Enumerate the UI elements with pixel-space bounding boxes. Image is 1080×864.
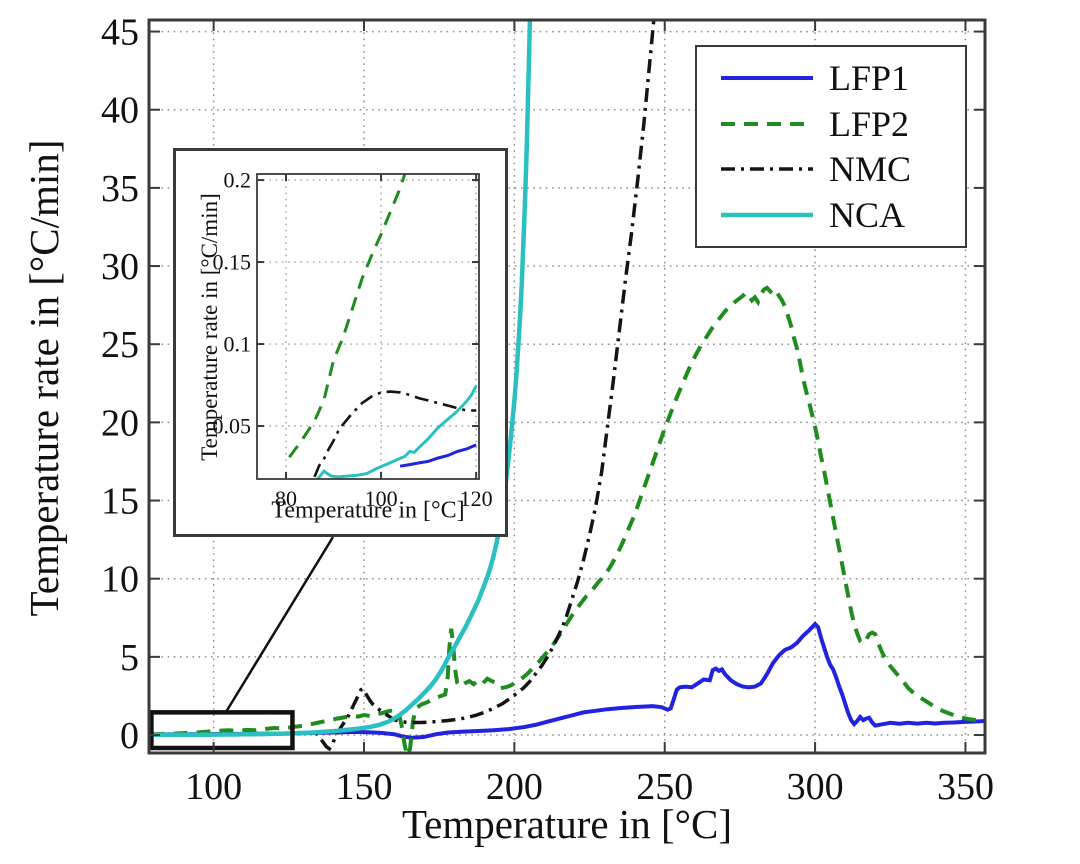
svg-text:300: 300 (787, 766, 844, 808)
inset-x-axis-label: Temperature in [°C] (271, 497, 465, 524)
svg-text:10: 10 (101, 559, 139, 601)
main-series-nca (150, 20, 533, 737)
inset-axes: 80 100 120 0.05 0.1 0.15 0.2 (213, 168, 493, 511)
main-tick-labels: 100 150 200 250 300 350 0 5 10 15 20 25 30 35 40 45 (101, 11, 994, 808)
svg-text:0: 0 (120, 715, 139, 757)
svg-text:150: 150 (336, 766, 393, 808)
main-series-lfp1 (150, 621, 985, 740)
svg-text:0.15: 0.15 (213, 250, 252, 275)
inset-series-lfp2 (288, 174, 407, 459)
x-axis-label: Temperature in [°C] (401, 801, 733, 847)
inset-y-axis-label: Temperature rate in [°C/min] (197, 193, 222, 461)
legend-line-sample-lfp1 (721, 75, 813, 80)
legend-label-lfp1: LFP1 (829, 57, 910, 98)
inset-ticks (257, 174, 479, 479)
legend-line-sample-nmc (721, 167, 813, 172)
svg-text:250: 250 (636, 766, 693, 808)
inset-series-lfp1 (399, 443, 477, 468)
inset-series (288, 174, 478, 479)
svg-text:45: 45 (101, 11, 139, 53)
inset-series-nca (315, 385, 478, 479)
svg-text:200: 200 (486, 766, 543, 808)
legend-label-nmc: NMC (829, 149, 912, 190)
svg-text:25: 25 (101, 324, 139, 366)
svg-text:5: 5 (120, 637, 139, 679)
svg-text:20: 20 (101, 402, 139, 444)
inset-frame (256, 173, 480, 480)
svg-text:100: 100 (185, 766, 242, 808)
svg-text:0.05: 0.05 (213, 414, 252, 439)
svg-text:30: 30 (101, 246, 139, 288)
svg-text:0.2: 0.2 (224, 168, 252, 193)
inset-chart: 80 100 120 0.05 0.1 0.15 0.2 Temperature rate … (173, 148, 508, 537)
legend-entry-lfp1: LFP1 (719, 57, 965, 99)
inset-tick-labels: 80 100 120 0.05 0.1 0.15 0.2 (213, 168, 493, 511)
legend: LFP1 LFP2 NMC NCA (695, 45, 967, 248)
main-frame (147, 18, 987, 755)
svg-text:40: 40 (101, 90, 139, 132)
inset-series-nmc (313, 390, 477, 478)
svg-text:120: 120 (460, 486, 493, 511)
svg-text:350: 350 (937, 766, 994, 808)
legend-label-lfp2: LFP2 (829, 103, 910, 144)
legend-entry-lfp2: LFP2 (719, 103, 965, 145)
y-axis-label: Temperature rate in [°C/min] (21, 139, 67, 617)
svg-text:35: 35 (101, 168, 139, 210)
legend-line-sample-nca (721, 212, 813, 218)
svg-text:100: 100 (365, 486, 398, 511)
legend-entry-nca: NCA (719, 194, 965, 236)
legend-entry-nmc: NMC (719, 148, 965, 190)
svg-text:80: 80 (275, 486, 297, 511)
main-series-lfp2 (150, 285, 985, 753)
zoom-region-rect (149, 710, 295, 751)
legend-line-sample-lfp2 (721, 121, 813, 126)
main-ticks (149, 20, 985, 753)
svg-text:0.1: 0.1 (224, 332, 252, 357)
legend-label-nca: NCA (829, 195, 906, 236)
inset-gridlines (257, 174, 479, 479)
main-series (150, 20, 985, 753)
svg-text:15: 15 (101, 480, 139, 522)
inset-leader-line (224, 536, 335, 713)
